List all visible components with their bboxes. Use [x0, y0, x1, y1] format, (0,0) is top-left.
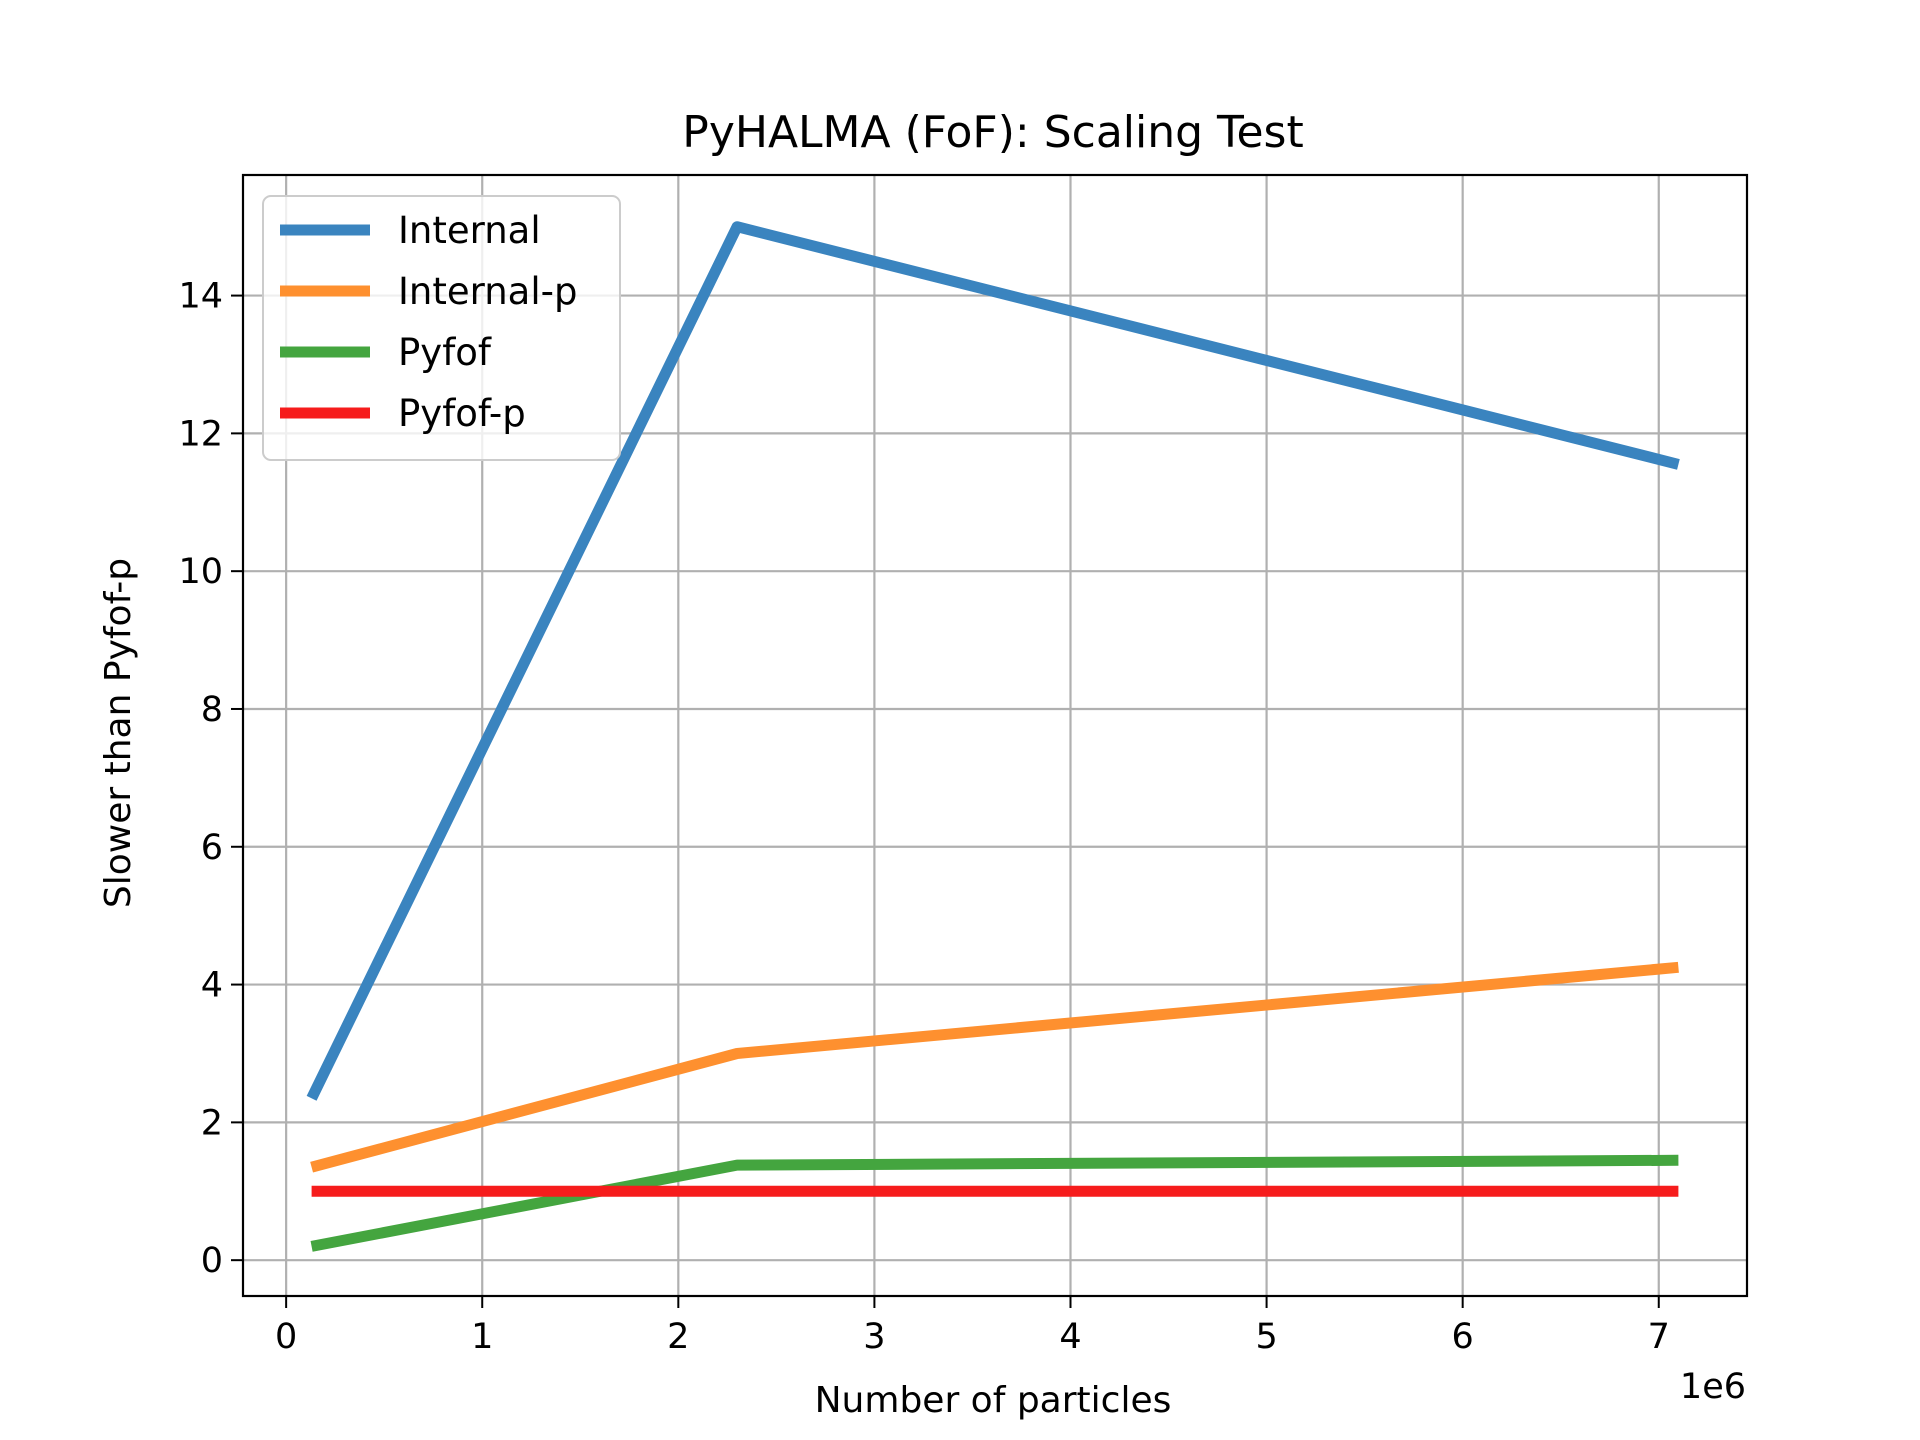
x-tick-label: 6 [1452, 1317, 1474, 1357]
series-line-pyfof [310, 1154, 1679, 1252]
series-layer [306, 221, 1680, 1252]
x-tick-label: 1 [471, 1317, 493, 1357]
y-tick-label: 2 [201, 1103, 223, 1143]
x-axis-offset-label: 1e6 [1680, 1367, 1746, 1407]
x-tick-label: 0 [275, 1317, 297, 1357]
legend: Internal Internal-p Pyfof Pyfof-p [262, 195, 621, 461]
x-tick-label: 4 [1059, 1317, 1081, 1357]
y-tick-label: 8 [201, 690, 223, 730]
legend-label-pyfof: Pyfof [398, 331, 492, 374]
x-tick-label: 5 [1255, 1317, 1277, 1357]
x-tick-label: 3 [863, 1317, 885, 1357]
legend-box [262, 195, 621, 461]
legend-label-internal-p: Internal-p [398, 270, 577, 313]
y-tick-label: 14 [178, 277, 223, 317]
y-tick-label: 12 [178, 414, 223, 454]
plot-frame [241, 173, 1749, 1298]
y-axis-label: Slower than Pyfof-p [98, 558, 139, 908]
x-axis-label: Number of particles [815, 1380, 1172, 1421]
chart-title: PyHALMA (FoF): Scaling Test [682, 107, 1303, 158]
series-line-internal [306, 221, 1680, 1101]
legend-label-internal: Internal [398, 209, 541, 252]
x-tick-label: 2 [667, 1317, 689, 1357]
y-tick-label: 0 [201, 1241, 223, 1281]
series-line-internal-p [310, 961, 1679, 1173]
y-tick-label: 10 [178, 552, 223, 592]
y-tick-label: 4 [201, 966, 223, 1006]
legend-label-pyfof-p: Pyfof-p [398, 392, 526, 435]
x-tick-label: 7 [1648, 1317, 1670, 1357]
y-tick-label: 6 [201, 828, 223, 868]
